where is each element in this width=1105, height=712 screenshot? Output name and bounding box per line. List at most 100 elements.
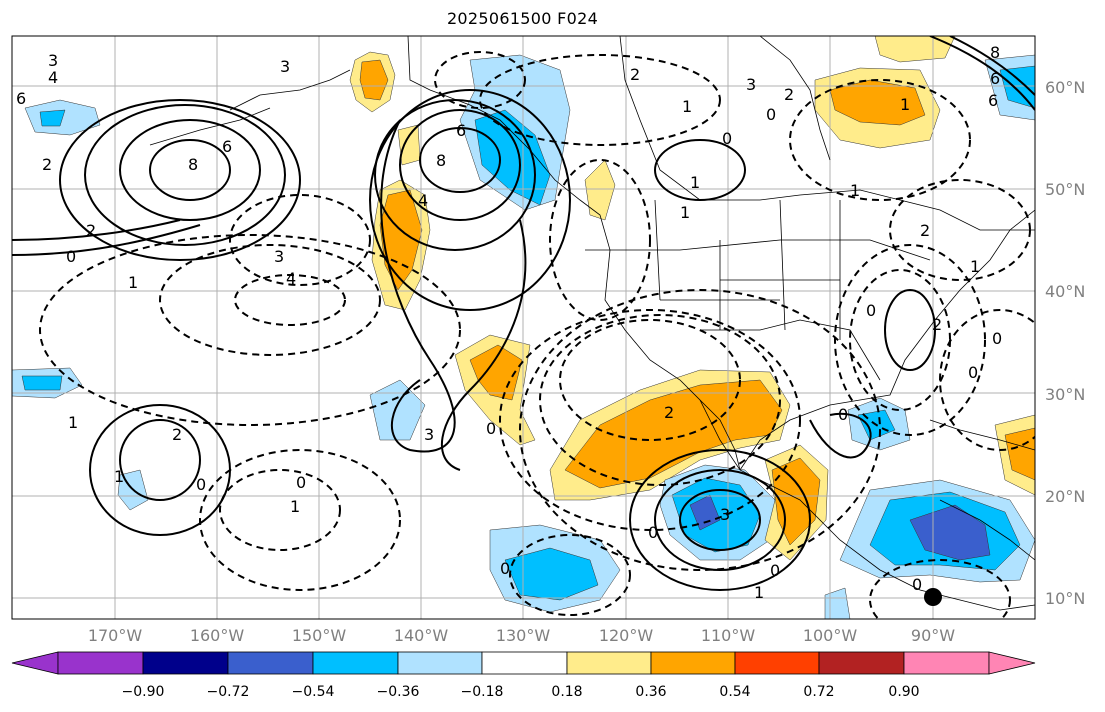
contour-label: 1 bbox=[970, 257, 980, 276]
contour-label: 1 bbox=[114, 467, 124, 486]
shade-atl-positive-core bbox=[1004, 427, 1035, 481]
shade-gulf-alaska-positive-core bbox=[359, 59, 389, 101]
lon-label: 100°W bbox=[802, 626, 858, 645]
negative-contours bbox=[39, 51, 1035, 619]
contour-label: 3 bbox=[424, 425, 434, 444]
colorbar-bin bbox=[650, 651, 736, 675]
shade-westpac-negative-core bbox=[39, 109, 66, 127]
lat-label: 30°N bbox=[1045, 385, 1086, 404]
lon-label: 130°W bbox=[495, 626, 551, 645]
shade-hawaii-neg bbox=[369, 379, 426, 441]
coastlines bbox=[149, 36, 1035, 611]
contour-label: 2 bbox=[86, 221, 96, 240]
colorbar-tick-label: −0.18 bbox=[460, 684, 504, 700]
colorbar-tick-label: 0.18 bbox=[551, 684, 583, 700]
colorbar-bin bbox=[903, 651, 990, 675]
colorbar-tick-label: 0.72 bbox=[803, 684, 835, 700]
contour-label: 0 bbox=[766, 105, 776, 124]
contour-label: 8 bbox=[188, 155, 198, 174]
contour-label: 3 bbox=[274, 247, 284, 266]
contour-label: 1 bbox=[900, 95, 910, 114]
contour-label: 2 bbox=[784, 85, 794, 104]
contour-label: 1 bbox=[128, 273, 138, 292]
colorbar-extend-min bbox=[11, 651, 59, 675]
shade-canada-positive-core bbox=[829, 79, 926, 126]
colorbar-tick-label: −0.90 bbox=[121, 684, 165, 700]
contour-label: 6 bbox=[16, 89, 26, 108]
contour-label: 6 bbox=[456, 121, 466, 140]
contour-label: 2 bbox=[172, 425, 182, 444]
contour-label: 2 bbox=[630, 65, 640, 84]
contour-label: 0 bbox=[722, 129, 732, 148]
contour-label: 0 bbox=[770, 561, 780, 580]
shade-south-negative-core bbox=[504, 547, 599, 601]
colorbar bbox=[11, 651, 1036, 675]
colorbar-bin bbox=[481, 651, 568, 675]
colorbar-tick-label: −0.54 bbox=[291, 684, 335, 700]
contour-label: 3 bbox=[720, 505, 730, 524]
location-marker bbox=[924, 588, 942, 606]
lon-label: 120°W bbox=[598, 626, 654, 645]
shade-ne-positive bbox=[874, 36, 956, 63]
contour-label: 0 bbox=[296, 473, 306, 492]
lat-label: 10°N bbox=[1045, 589, 1086, 608]
contour-label: 1 bbox=[680, 203, 690, 222]
contour-label: 3 bbox=[48, 51, 58, 70]
contour-label: 1 bbox=[682, 97, 692, 116]
colorbar-tick-label: 0.36 bbox=[635, 684, 667, 700]
map-title: 2025061500 F024 bbox=[446, 9, 599, 28]
contour-label: 4 bbox=[286, 269, 296, 288]
colorbar-bin bbox=[566, 651, 652, 675]
map-frame bbox=[11, 35, 1036, 620]
contour-label: 6 bbox=[988, 91, 998, 110]
colorbar-bin bbox=[818, 651, 905, 675]
lat-label: 40°N bbox=[1045, 282, 1086, 301]
colorbar-extend-max bbox=[988, 651, 1036, 675]
colorbar-tick-label: 0.90 bbox=[888, 684, 920, 700]
shade-bc-positive bbox=[584, 159, 616, 221]
contour-label: 8 bbox=[990, 43, 1000, 62]
shade-south2-negative bbox=[824, 587, 851, 619]
lon-label: 140°W bbox=[393, 626, 449, 645]
lon-label: 160°W bbox=[189, 626, 245, 645]
positive-contours bbox=[12, 36, 1035, 591]
contour-label: 1 bbox=[850, 181, 860, 200]
shade-midpac-negative-core bbox=[21, 375, 63, 391]
contour-label: 6 bbox=[222, 137, 232, 156]
contour-label: 1 bbox=[68, 413, 78, 432]
lon-label: 150°W bbox=[291, 626, 347, 645]
shade-bc-negative-core bbox=[474, 109, 551, 206]
contour-label: 0 bbox=[838, 405, 848, 424]
contour-label: 0 bbox=[500, 559, 510, 578]
contour-label-group: 3 4 6 2 8 6 2 0 3 4 1 8 6 4 3 1 0 1 2 1 … bbox=[16, 43, 1002, 602]
shade-subtrop-positive-core bbox=[469, 344, 523, 401]
lon-label: 170°W bbox=[87, 626, 143, 645]
shade-nefar-negative-core bbox=[999, 65, 1035, 109]
lat-label: 50°N bbox=[1045, 180, 1086, 199]
contour-label: 2 bbox=[920, 221, 930, 240]
contour-label: 3 bbox=[280, 57, 290, 76]
contour-label: 0 bbox=[912, 575, 922, 594]
contour-label: 1 bbox=[690, 173, 700, 192]
contour-label: 4 bbox=[48, 68, 58, 87]
shade-epac-negative-dark bbox=[689, 494, 721, 531]
lat-label: 60°N bbox=[1045, 78, 1086, 97]
contour-label: 8 bbox=[436, 151, 446, 170]
contour-label: 1 bbox=[290, 497, 300, 516]
contour-label: 0 bbox=[992, 329, 1002, 348]
contour-label: 0 bbox=[866, 301, 876, 320]
contour-label: 2 bbox=[42, 155, 52, 174]
shade-carib-negative-dark bbox=[909, 504, 991, 561]
lon-label: 110°W bbox=[700, 626, 756, 645]
contour-label: 6 bbox=[990, 69, 1000, 88]
contour-label: 1 bbox=[754, 583, 764, 602]
lon-label: 90°W bbox=[910, 626, 956, 645]
colorbar-bin bbox=[57, 651, 144, 675]
colorbar-bin bbox=[734, 651, 820, 675]
contour-label: 0 bbox=[66, 247, 76, 266]
contour-label: 0 bbox=[648, 523, 658, 542]
colorbar-tick-label: −0.36 bbox=[376, 684, 420, 700]
colorbar-bin bbox=[142, 651, 229, 675]
lat-label: 20°N bbox=[1045, 487, 1086, 506]
contour-label: 0 bbox=[196, 475, 206, 494]
